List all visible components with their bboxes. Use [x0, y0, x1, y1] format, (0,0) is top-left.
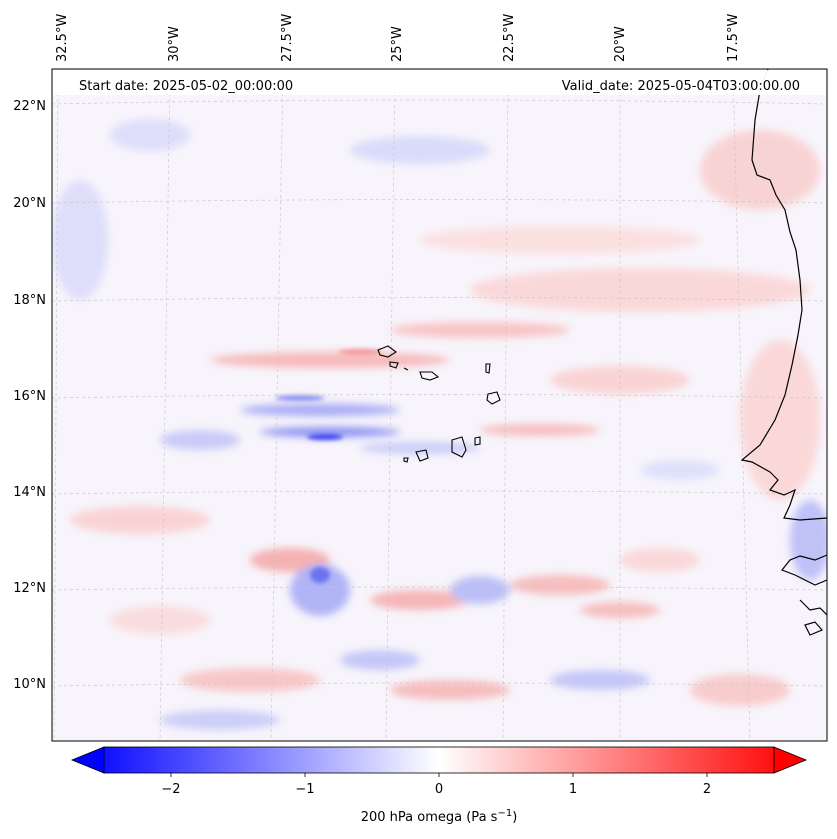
lon-label-25w: 25°W: [390, 26, 405, 62]
colorbar-tick-2: 2: [703, 782, 711, 797]
lon-label-20w: 20°W: [613, 26, 628, 62]
lat-label-16n: 16°N: [13, 389, 46, 404]
colorbar-tick-neg1: −1: [295, 782, 314, 797]
lat-label-10n: 10°N: [13, 677, 46, 692]
colorbar-label: 200 hPa omega (Pa s−1): [361, 808, 518, 825]
coastline: [740, 69, 827, 636]
lat-label-14n: 14°N: [13, 485, 46, 500]
lat-label-20n: 20°N: [13, 196, 46, 211]
map-frame: [51, 68, 828, 742]
colorbar-body: [103, 746, 775, 774]
colorbar-extend-max: [773, 746, 808, 774]
colorbar: −2 −1 0 1 2 200 hPa omega (Pa s−1): [70, 746, 808, 825]
colorbar-extend-min: [70, 746, 105, 774]
lon-label-17-5w: 17.5°W: [726, 14, 741, 62]
cape-verde-islands: [377, 345, 501, 463]
lat-label-18n: 18°N: [13, 293, 46, 308]
start-date-label: Start date: 2025-05-02_00:00:00: [79, 79, 293, 94]
lon-label-27-5w: 27.5°W: [280, 14, 295, 62]
colorbar-tick-1: 1: [569, 782, 577, 797]
lat-label-22n: 22°N: [13, 99, 46, 114]
latitude-labels: 22°N 20°N 18°N 16°N 14°N 12°N 10°N: [13, 99, 46, 692]
lon-label-32-5w: 32.5°W: [55, 14, 70, 62]
lat-label-12n: 12°N: [13, 581, 46, 596]
lon-label-22-5w: 22.5°W: [502, 14, 517, 62]
lon-label-30w: 30°W: [167, 26, 182, 62]
colorbar-tick-0: 0: [435, 782, 443, 797]
omega-field: [52, 69, 827, 741]
longitude-labels: 32.5°W 30°W 27.5°W 25°W 22.5°W 20°W 17.5…: [55, 14, 741, 62]
graticule: [52, 69, 827, 741]
colorbar-tick-neg2: −2: [161, 782, 180, 797]
valid-date-label: Valid_date: 2025-05-04T03:00:00.00: [562, 79, 800, 94]
